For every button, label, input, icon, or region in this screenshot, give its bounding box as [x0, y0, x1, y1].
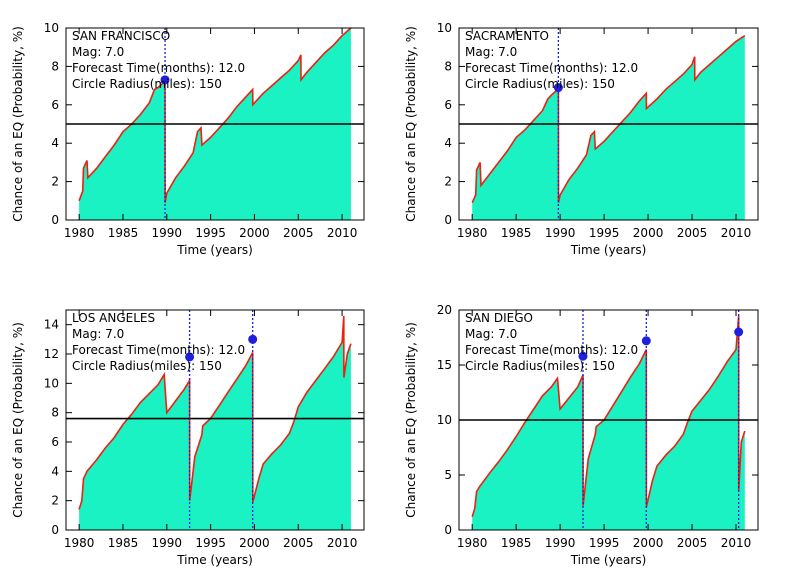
event-marker — [578, 351, 588, 361]
y-tick-label: 2 — [51, 494, 59, 508]
y-tick-label: 8 — [51, 406, 59, 420]
probability-line — [78, 315, 352, 510]
y-tick-label: 0 — [51, 523, 59, 537]
event-marker — [734, 327, 744, 337]
x-tick-label: 1980 — [457, 226, 488, 240]
y-tick-label: 12 — [44, 347, 59, 361]
x-tick-label: 1990 — [152, 226, 183, 240]
x-tick-label: 2010 — [327, 226, 358, 240]
y-tick-label: 10 — [437, 21, 452, 35]
x-tick-label: 2010 — [327, 536, 358, 550]
y-tick-label: 0 — [444, 523, 452, 537]
probability-line — [78, 27, 352, 203]
annotation-line: Circle Radius(miles): 150 — [465, 77, 615, 91]
y-tick-label: 14 — [44, 318, 59, 332]
y-tick-label: 0 — [444, 213, 452, 227]
x-tick-label: 1995 — [589, 536, 620, 550]
plot-frame — [458, 27, 759, 221]
y-axis-label: Chance of an EQ (Probability, %) — [404, 26, 418, 222]
y-tick-label: 10 — [437, 413, 452, 427]
x-tick-label: 2000 — [239, 226, 270, 240]
annotation-line: Forecast Time(months): 12.0 — [72, 343, 245, 357]
y-tick-label: 2 — [51, 175, 59, 189]
y-tick-label: 2 — [444, 175, 452, 189]
x-axis-label: Time (years) — [570, 553, 647, 567]
y-tick-label: 4 — [444, 136, 452, 150]
region-title: SACRAMENTO — [465, 29, 549, 43]
x-tick-label: 2005 — [677, 226, 708, 240]
annotation-line: Circle Radius(miles): 150 — [465, 359, 615, 373]
y-tick-label: 5 — [444, 468, 452, 482]
region-title: SAN DIEGO — [465, 311, 533, 325]
x-tick-label: 2000 — [633, 226, 664, 240]
probability-line — [471, 315, 746, 518]
region-title: LOS ANGELES — [72, 311, 155, 325]
annotation-line: Mag: 7.0 — [72, 45, 124, 59]
annotation-line: Mag: 7.0 — [465, 45, 517, 59]
chart-panel-1: 1980 1985 1990 1995 2000 2005 2010 0 2 4 6 8 10 Time … — [404, 21, 759, 257]
plot-frame — [65, 27, 365, 221]
y-tick-label: 4 — [51, 464, 59, 478]
x-tick-label: 1980 — [64, 226, 95, 240]
x-tick-label: 1990 — [545, 226, 576, 240]
x-tick-label: 2005 — [283, 536, 314, 550]
y-tick-label: 15 — [437, 358, 452, 372]
chart-panel-0: 1980 1985 1990 1995 2000 2005 2010 0 2 4 6 8 10 Time … — [11, 21, 365, 257]
y-tick-label: 8 — [51, 59, 59, 73]
y-tick-label: 10 — [44, 376, 59, 390]
x-tick-label: 1995 — [195, 536, 226, 550]
event-marker — [641, 336, 651, 346]
y-axis-label: Chance of an EQ (Probability, %) — [11, 322, 25, 518]
probability-line — [471, 35, 746, 204]
y-tick-label: 4 — [51, 136, 59, 150]
chart-panel-3: 1980 1985 1990 1995 2000 2005 2010 0 5 10 15 20 Time… — [404, 303, 759, 567]
x-tick-label: 1980 — [64, 536, 95, 550]
y-axis-label: Chance of an EQ (Probability, %) — [404, 322, 418, 518]
region-title: SAN FRANCISCO — [72, 29, 170, 43]
event-marker — [248, 334, 258, 344]
annotation-line: Forecast Time(months): 12.0 — [72, 61, 245, 75]
x-tick-label: 1985 — [108, 226, 139, 240]
event-marker — [185, 352, 195, 362]
annotation-line: Forecast Time(months): 12.0 — [465, 343, 638, 357]
chart-panel-2: 1980 1985 1990 1995 2000 2005 2010 0 2 4 6 8 10 12 14 T… — [11, 309, 365, 567]
x-tick-label: 2005 — [283, 226, 314, 240]
plot-frame — [65, 309, 365, 531]
x-tick-label: 1985 — [501, 536, 532, 550]
x-tick-label: 1980 — [457, 536, 488, 550]
event-marker — [553, 83, 563, 93]
y-tick-label: 6 — [444, 98, 452, 112]
y-axis-label: Chance of an EQ (Probability, %) — [11, 26, 25, 222]
x-tick-label: 1995 — [195, 226, 226, 240]
y-tick-label: 8 — [444, 59, 452, 73]
annotation-line: Circle Radius(miles): 150 — [72, 77, 222, 91]
x-tick-label: 2005 — [677, 536, 708, 550]
annotation-line: Circle Radius(miles): 150 — [72, 359, 222, 373]
probability-area — [472, 315, 745, 530]
x-tick-label: 2010 — [721, 536, 752, 550]
x-tick-label: 1985 — [108, 536, 139, 550]
x-tick-label: 2010 — [721, 226, 752, 240]
x-tick-label: 1985 — [501, 226, 532, 240]
annotation-line: Mag: 7.0 — [72, 327, 124, 341]
probability-area — [79, 315, 351, 530]
y-tick-label: 0 — [51, 213, 59, 227]
x-tick-label: 2000 — [633, 536, 664, 550]
y-tick-label: 6 — [51, 98, 59, 112]
event-marker — [160, 75, 170, 85]
y-tick-label: 20 — [437, 303, 452, 317]
x-axis-label: Time (years) — [176, 243, 253, 257]
annotation-line: Mag: 7.0 — [465, 327, 517, 341]
x-axis-label: Time (years) — [176, 553, 253, 567]
probability-area — [472, 35, 745, 221]
annotation-line: Forecast Time(months): 12.0 — [465, 61, 638, 75]
y-tick-label: 6 — [51, 435, 59, 449]
x-tick-label: 1995 — [589, 226, 620, 240]
x-tick-label: 1990 — [545, 536, 576, 550]
x-axis-label: Time (years) — [570, 243, 647, 257]
x-tick-label: 2000 — [239, 536, 270, 550]
y-tick-label: 10 — [44, 21, 59, 35]
x-tick-label: 1990 — [152, 536, 183, 550]
